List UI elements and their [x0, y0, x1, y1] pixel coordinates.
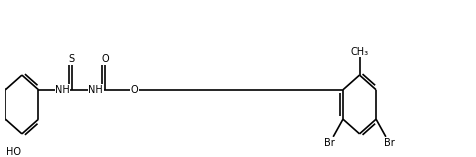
Text: O: O: [101, 54, 109, 64]
Text: NH: NH: [88, 85, 103, 95]
Text: O: O: [130, 85, 138, 95]
Text: CH₃: CH₃: [350, 46, 368, 57]
Text: HO: HO: [6, 146, 21, 157]
Text: NH: NH: [55, 85, 69, 95]
Text: Br: Br: [384, 138, 394, 148]
Text: Br: Br: [323, 138, 334, 148]
Text: S: S: [69, 54, 75, 64]
